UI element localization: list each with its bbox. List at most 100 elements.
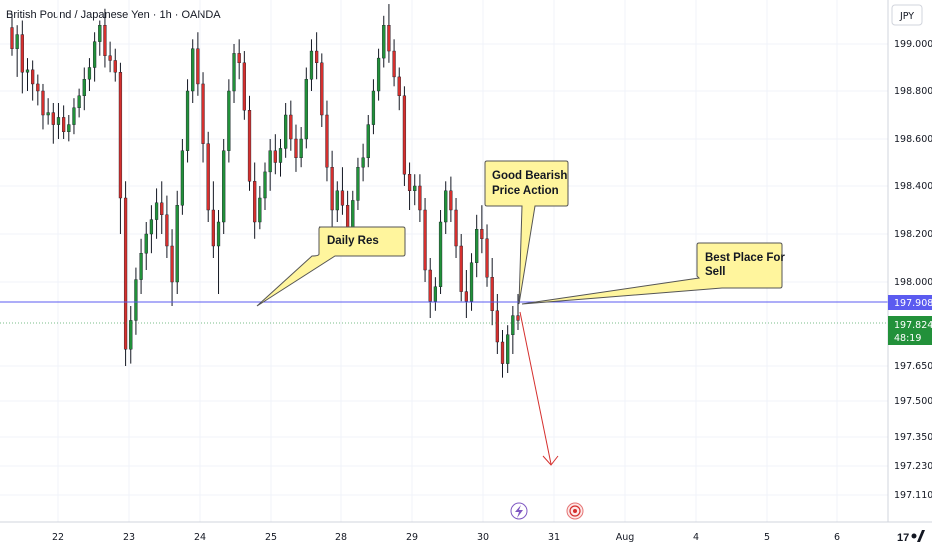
candle-body: [320, 62, 324, 116]
time-tick: 23: [123, 532, 135, 543]
candle-body: [258, 197, 262, 223]
daily-res-text: Daily Res: [327, 235, 379, 247]
candle-body: [160, 202, 164, 216]
tradingview-logo[interactable]: 17: [893, 527, 927, 545]
candle-body: [454, 209, 458, 247]
candle-body: [36, 83, 40, 92]
candle-body: [459, 245, 463, 292]
price-tick: 198.800: [894, 86, 932, 97]
candle-body: [284, 114, 288, 149]
candle-body: [196, 48, 200, 85]
good-bearish-callout[interactable]: Good Bearish Price Action: [484, 160, 569, 305]
candle-body: [170, 245, 174, 283]
candle-body: [263, 171, 267, 199]
price-tick: 197.650: [894, 361, 932, 372]
candle-body: [268, 150, 272, 173]
time-tick: 24: [194, 532, 206, 543]
candle-body: [180, 150, 185, 206]
candle-body: [340, 190, 345, 206]
candle-body: [222, 150, 226, 223]
candle-body: [382, 25, 386, 59]
price-tick: 197.350: [894, 432, 932, 443]
candle-countdown: 48:19: [894, 333, 921, 344]
resistance-price-value: 197.908: [894, 298, 932, 309]
candle-body: [351, 200, 355, 230]
price-tick: 197.230: [894, 461, 932, 472]
candle-body: [92, 41, 97, 68]
candle-body: [464, 291, 468, 302]
candle-body: [31, 69, 35, 85]
time-tick: 28: [335, 532, 347, 543]
candle-body: [423, 209, 427, 271]
candles-layer: [10, 4, 520, 378]
event-target-icon[interactable]: [566, 502, 584, 520]
candle-body: [480, 228, 484, 239]
candle-body: [309, 50, 314, 80]
time-tick: 31: [548, 532, 560, 543]
candle-body: [216, 221, 221, 247]
currency-button[interactable]: JPY: [891, 4, 923, 26]
candle-body: [41, 90, 45, 116]
candle-body: [469, 262, 474, 302]
time-tick: 30: [477, 532, 489, 543]
grid-lines: [0, 0, 888, 522]
candle-body: [413, 185, 417, 192]
candle-body: [211, 209, 215, 247]
candle-body: [273, 150, 277, 163]
candle-body: [418, 185, 422, 211]
candle-body: [242, 62, 246, 111]
price-axis-panel[interactable]: [888, 0, 932, 550]
candle-body: [495, 310, 499, 343]
candle-body: [51, 112, 55, 125]
candle-body: [108, 55, 112, 61]
candle-body: [206, 143, 210, 211]
candle-body: [227, 90, 231, 151]
candle-body: [139, 252, 143, 280]
time-tick: 4: [693, 532, 699, 543]
price-tick: 198.600: [894, 134, 932, 145]
candle-body: [376, 57, 381, 92]
time-tick: 29: [406, 532, 418, 543]
good-bearish-text-line2: Price Action: [492, 185, 559, 197]
time-axis-ticks[interactable]: 22 23 24 25 28 29 30 31 Aug 4 5 6: [52, 532, 840, 543]
candle-body: [154, 202, 159, 220]
candle-body: [10, 27, 14, 49]
candle-body: [433, 286, 438, 302]
candle-body: [278, 148, 283, 163]
currency-label: JPY: [899, 11, 914, 22]
daily-res-callout[interactable]: Daily Res: [256, 226, 406, 307]
candle-body: [191, 48, 195, 92]
candle-body: [444, 190, 448, 223]
candle-body: [449, 190, 453, 211]
candle-body: [371, 90, 376, 125]
candle-body: [397, 76, 401, 97]
candle-body: [15, 34, 19, 49]
candle-body: [118, 71, 123, 199]
candle-body: [237, 53, 241, 64]
candle-body: [46, 112, 50, 116]
best-place-text-line2: Sell: [705, 266, 725, 278]
candle-body: [175, 204, 179, 283]
chart-symbol-title[interactable]: British Pound / Japanese Yen · 1h · OAND…: [6, 9, 221, 21]
resistance-price-label[interactable]: 197.908: [888, 295, 932, 310]
candle-body: [387, 25, 391, 52]
good-bearish-text-line1: Good Bearish: [492, 170, 567, 182]
bearish-projection-arrow[interactable]: [519, 311, 559, 466]
time-tick: 5: [764, 532, 770, 543]
candle-body: [490, 277, 494, 312]
time-tick: 6: [834, 532, 840, 543]
candle-body: [475, 228, 479, 263]
candle-body: [294, 138, 298, 158]
last-price-label[interactable]: 197.824 48:19: [888, 316, 932, 345]
best-place-callout[interactable]: Best Place For Sell: [521, 242, 785, 305]
lightning-icon[interactable]: [510, 502, 528, 520]
candle-body: [165, 214, 169, 247]
candle-body: [438, 221, 443, 288]
candle-body: [232, 53, 236, 92]
candle-body: [82, 79, 86, 96]
candle-body: [330, 166, 334, 211]
svg-text:17: 17: [897, 532, 909, 544]
candle-body: [185, 90, 190, 151]
price-tick: 197.500: [894, 396, 932, 407]
